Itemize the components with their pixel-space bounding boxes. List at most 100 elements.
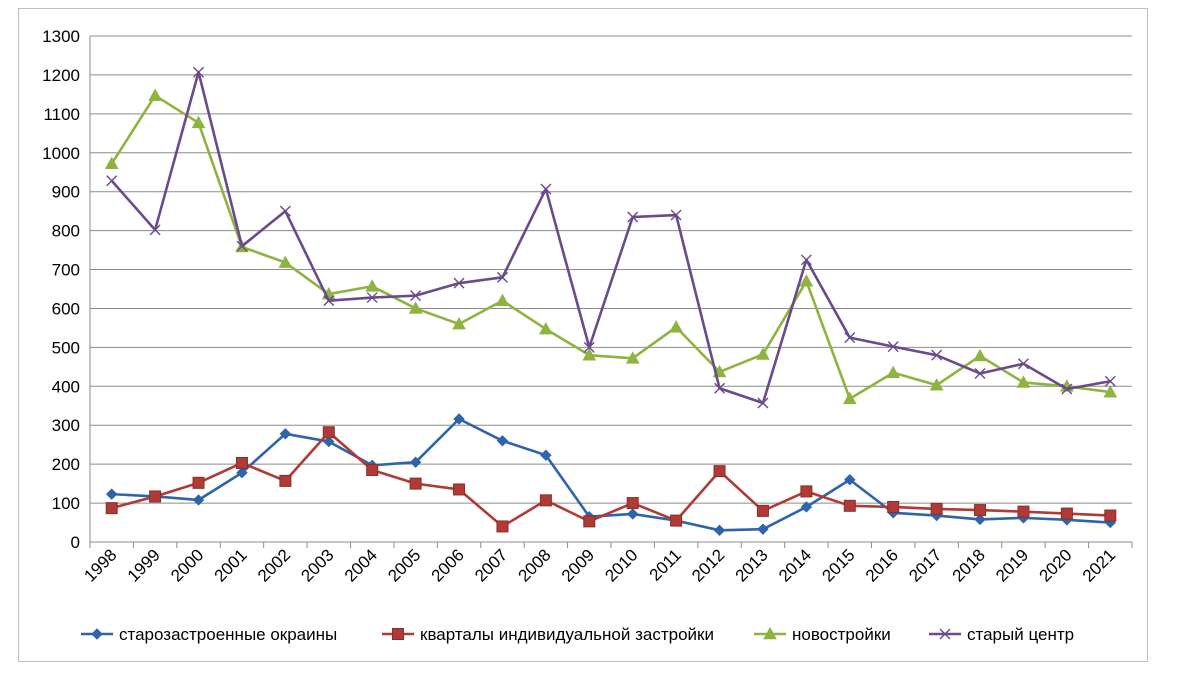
series-2-point xyxy=(235,456,248,469)
y-axis-ticks: 0 100 200 300 400 500 600 700 800 900 1000 1100 1200… xyxy=(42,27,80,552)
series-3 xyxy=(104,88,1118,405)
legend-marker xyxy=(939,628,951,640)
y-tick-label: 500 xyxy=(52,338,80,357)
y-tick-label: 0 xyxy=(71,533,80,552)
series-3-point xyxy=(104,156,119,169)
series-3-point xyxy=(582,348,597,361)
series-4-point xyxy=(627,211,639,223)
series-2-point xyxy=(279,474,292,487)
series-1-point xyxy=(844,474,856,486)
series-2-point xyxy=(843,499,856,512)
x-tick-label: 2009 xyxy=(558,545,598,585)
series-1-line xyxy=(111,417,1111,532)
series-3-point xyxy=(191,115,206,129)
series-3-point xyxy=(842,391,857,405)
series-2-point xyxy=(670,514,683,527)
series-2-point xyxy=(1060,507,1073,520)
series-2-point xyxy=(409,477,422,490)
x-tick-label: 2003 xyxy=(297,545,337,585)
series-3-point xyxy=(799,274,814,287)
series-2-point xyxy=(149,490,162,503)
series-2-point xyxy=(539,494,552,507)
legend-item: новостройки xyxy=(754,625,891,644)
x-stroke xyxy=(844,332,856,344)
x-stroke xyxy=(366,292,378,304)
legend-marker xyxy=(763,626,777,640)
legend-item: кварталы индивидуальной застройки xyxy=(382,625,714,644)
series-4-point xyxy=(844,332,856,344)
x-stroke xyxy=(453,277,465,289)
x-stroke xyxy=(323,295,335,307)
x-stroke xyxy=(939,628,951,640)
x-tick-label: 2020 xyxy=(1036,545,1076,585)
series-1-point xyxy=(713,524,726,537)
series-2-point xyxy=(887,500,900,513)
series-4-point xyxy=(887,341,899,353)
series-4-point xyxy=(1104,375,1116,387)
x-tick-label: 2016 xyxy=(862,545,902,585)
series-3-point xyxy=(973,348,987,362)
series-4-point xyxy=(931,349,943,361)
y-tick-label: 1000 xyxy=(42,144,80,163)
x-stroke xyxy=(279,205,291,217)
series-1-point xyxy=(236,467,248,479)
x-stroke xyxy=(714,382,726,394)
series-3-point xyxy=(278,255,293,268)
series-2-point xyxy=(366,463,379,476)
x-stroke xyxy=(193,66,205,78)
x-tick-label: 2019 xyxy=(992,545,1032,585)
series-1-point xyxy=(627,508,639,520)
series-2-point xyxy=(974,504,987,517)
x-tick-label: 2014 xyxy=(775,545,815,585)
series-4-point xyxy=(583,341,595,353)
x-stroke xyxy=(757,397,769,409)
y-tick-label: 900 xyxy=(52,183,80,202)
series-2-point xyxy=(1104,509,1117,522)
x-stroke xyxy=(800,254,812,266)
series-1-point xyxy=(540,449,552,461)
x-tick-label: 2008 xyxy=(515,545,555,585)
y-tick-label: 400 xyxy=(52,377,80,396)
series-4-point xyxy=(757,397,769,409)
x-tick-label: 2006 xyxy=(428,545,468,585)
x-stroke xyxy=(670,209,682,221)
series-1-point xyxy=(496,435,509,447)
x-tick-label: 2007 xyxy=(471,545,511,585)
series-4-point xyxy=(974,367,986,379)
x-stroke xyxy=(887,341,899,353)
x-stroke xyxy=(931,349,943,361)
series-3-point xyxy=(495,293,510,306)
x-stroke xyxy=(1017,358,1029,370)
series-4 xyxy=(106,66,1116,409)
y-tick-label: 100 xyxy=(52,494,80,513)
legend-label: новостройки xyxy=(792,625,891,644)
y-tick-label: 1100 xyxy=(43,105,80,124)
series-3-point xyxy=(756,347,770,360)
series-1-point xyxy=(106,488,118,500)
y-tick-label: 600 xyxy=(52,299,80,318)
series-2-point xyxy=(453,483,466,496)
series-4-point xyxy=(453,277,465,289)
series-2-point xyxy=(713,465,726,478)
x-stroke xyxy=(106,175,118,187)
x-stroke xyxy=(236,240,248,252)
x-stroke xyxy=(583,341,595,353)
series-1-point xyxy=(453,413,465,425)
chart-frame: 0 100 200 300 400 500 600 700 800 900 1000 1100 1200… xyxy=(18,8,1148,662)
series-4-point xyxy=(1061,383,1073,395)
series-4-point xyxy=(106,175,118,187)
series-3-point xyxy=(148,88,162,101)
x-stroke xyxy=(1104,375,1116,387)
x-tick-label: 2015 xyxy=(818,545,858,585)
x-tick-label: 1999 xyxy=(124,545,164,585)
legend-item: старый центр xyxy=(929,625,1074,644)
series-2-point xyxy=(496,520,509,533)
series-3-point xyxy=(669,320,683,333)
series-4-point xyxy=(496,271,508,283)
series-4-point xyxy=(323,295,335,307)
series-1-point xyxy=(192,494,205,506)
x-tick-label: 2017 xyxy=(905,545,945,585)
series-2-point xyxy=(192,476,205,489)
series-3-point xyxy=(539,322,553,335)
series-1-point xyxy=(974,513,986,526)
